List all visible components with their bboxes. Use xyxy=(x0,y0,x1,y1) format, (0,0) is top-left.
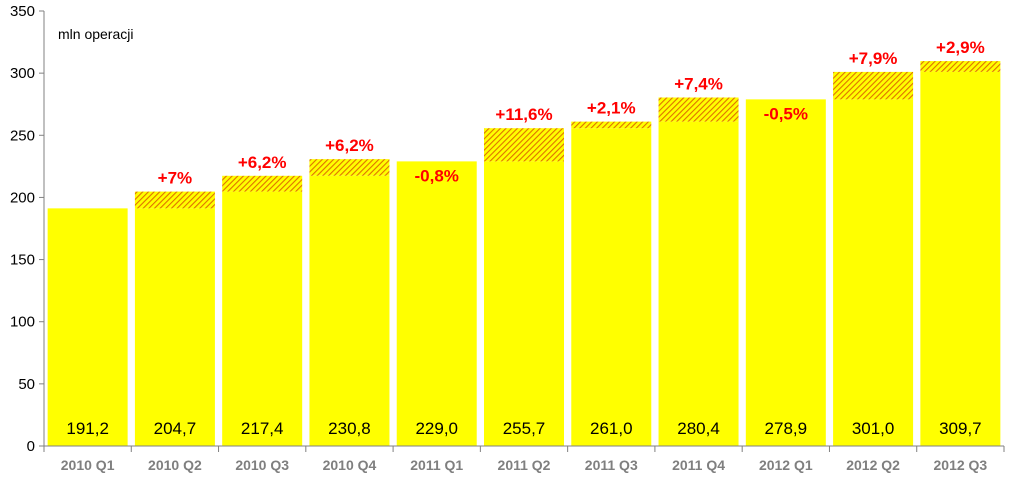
growth-label: +2,9% xyxy=(936,38,985,57)
increase-segment-2010-q4 xyxy=(309,159,390,176)
data-label: 255,7 xyxy=(503,419,546,438)
growth-label: -0,8% xyxy=(415,166,459,185)
bar-2010-q1 xyxy=(47,208,128,446)
x-tick-label: 2012 Q1 xyxy=(759,457,813,473)
y-tick-label: 100 xyxy=(10,314,35,331)
growth-label: +6,2% xyxy=(325,136,374,155)
bar-2010-q2 xyxy=(134,208,215,446)
y-tick-label: 150 xyxy=(10,252,35,269)
y-tick-label: 0 xyxy=(27,438,35,455)
data-label: 204,7 xyxy=(154,419,197,438)
data-label: 261,0 xyxy=(590,419,633,438)
data-label: 217,4 xyxy=(241,419,284,438)
y-tick-label: 250 xyxy=(10,127,35,144)
x-tick-label: 2012 Q3 xyxy=(934,457,988,473)
increase-segment-2010-q2 xyxy=(134,191,215,209)
growth-label: +7% xyxy=(158,169,193,188)
labels-layer: 0 50 100 150 200 250 300 350 2010 Q1 2010 Q2 2010 … xyxy=(10,3,987,473)
growth-label: +7,4% xyxy=(674,75,723,94)
x-tick-label: 2012 Q2 xyxy=(846,457,900,473)
increase-segment-2012-q2 xyxy=(833,71,914,100)
x-tick-label: 2010 Q1 xyxy=(61,457,115,473)
growth-label: +11,6% xyxy=(495,105,552,124)
data-label: 301,0 xyxy=(852,419,895,438)
bar-2011-q4 xyxy=(658,121,739,446)
bars-layer xyxy=(47,61,1001,447)
bar-2012-q2 xyxy=(833,99,914,447)
increase-segment-2011-q2 xyxy=(484,128,564,162)
y-tick-label: 300 xyxy=(10,65,35,82)
growth-label: +2,1% xyxy=(587,99,636,118)
x-tick-label: 2010 Q3 xyxy=(235,457,289,473)
increase-segment-2011-q4 xyxy=(658,97,739,122)
x-tick-label: 2011 Q2 xyxy=(498,457,551,473)
y-tick-label: 200 xyxy=(10,189,35,206)
bar-2010-q3 xyxy=(222,191,303,446)
growth-label: +7,9% xyxy=(849,49,898,68)
data-label: 229,0 xyxy=(415,419,458,438)
x-tick-label: 2011 Q4 xyxy=(672,457,725,473)
increase-segment-2012-q3 xyxy=(920,61,1001,72)
data-label: 191,2 xyxy=(66,419,109,438)
y-tick-label: 350 xyxy=(10,3,35,20)
x-tick-label: 2011 Q3 xyxy=(585,457,638,473)
bar-2011-q2 xyxy=(484,161,564,446)
bar-2011-q1 xyxy=(396,161,477,446)
increase-segment-2010-q3 xyxy=(222,175,303,192)
bar-2010-q4 xyxy=(309,175,390,446)
unit-label: mln operacji xyxy=(58,26,133,42)
x-tick-label: 2010 Q2 xyxy=(148,457,202,473)
bar-2011-q3 xyxy=(571,128,652,447)
data-label: 309,7 xyxy=(939,419,982,438)
axes-layer xyxy=(39,10,1005,452)
x-tick-label: 2011 Q1 xyxy=(410,457,463,473)
data-label: 280,4 xyxy=(677,419,720,438)
growth-label: +6,2% xyxy=(238,153,287,172)
increase-segment-2011-q3 xyxy=(571,121,652,129)
bar-2012-q3 xyxy=(920,71,1001,447)
data-label: 230,8 xyxy=(328,419,371,438)
bar-2012-q1 xyxy=(745,99,826,447)
data-label: 278,9 xyxy=(765,419,808,438)
x-tick-label: 2010 Q4 xyxy=(323,457,377,473)
growth-label: -0,5% xyxy=(764,104,808,123)
y-tick-label: 50 xyxy=(18,376,35,393)
